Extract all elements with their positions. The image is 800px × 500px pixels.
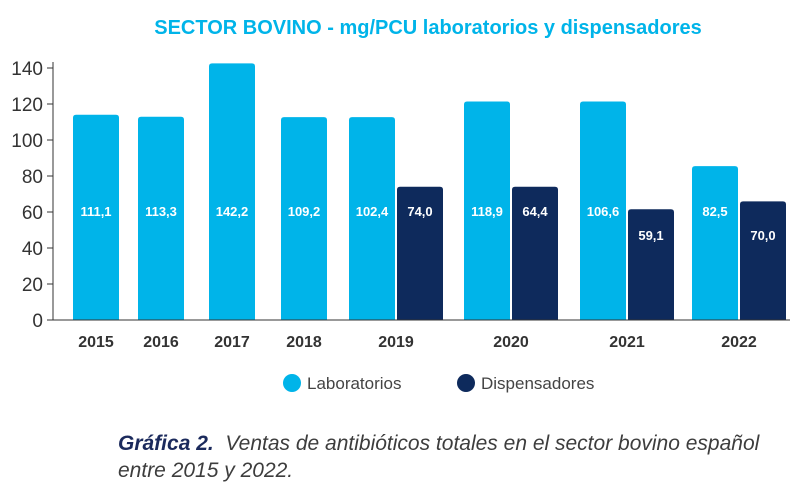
y-tick-label: 120 — [11, 95, 43, 116]
bar-laboratorios-2015 — [73, 114, 119, 320]
bar-laboratorios-2021 — [580, 101, 626, 320]
bar-laboratorios-2017 — [209, 63, 255, 320]
bar-dispensadores-2020 — [512, 186, 558, 320]
y-axis: 0 20 40 60 80 100 120 140 — [11, 59, 54, 332]
bar-value-label: 142,2 — [216, 204, 249, 219]
x-tick-label: 2020 — [493, 334, 529, 351]
x-axis: 2015 2016 2017 2018 2019 2020 2021 2022 — [53, 319, 790, 351]
y-tick-label: 100 — [11, 131, 43, 152]
legend-label: Dispensadores — [481, 374, 594, 393]
bar-dispensadores-2021 — [628, 209, 674, 320]
x-tick-label: 2018 — [286, 334, 322, 351]
y-tick-label: 140 — [11, 59, 43, 80]
bar-value-label: 74,0 — [407, 204, 432, 219]
bar-laboratorios-2018 — [281, 117, 327, 320]
bar-labels-group: 111,1 113,3 142,2 109,2 102,4 74,0 118,9 64,4 10… — [80, 204, 775, 243]
bar-value-label: 59,1 — [638, 228, 663, 243]
bar-value-label: 70,0 — [750, 228, 775, 243]
bar-value-label: 64,4 — [522, 204, 548, 219]
y-tick-label: 20 — [22, 275, 43, 296]
y-tick-label: 80 — [22, 167, 43, 188]
legend-marker-dispensadores — [457, 374, 475, 392]
bar-dispensadores-2022 — [740, 201, 786, 320]
x-tick-label: 2015 — [78, 334, 114, 351]
x-tick-label: 2019 — [378, 334, 414, 351]
x-tick-label: 2017 — [214, 334, 250, 351]
bar-value-label: 118,9 — [471, 204, 503, 219]
x-tick-label: 2016 — [143, 334, 179, 351]
bar-dispensadores-2019 — [397, 186, 443, 320]
caption-text: Ventas de antibióticos totales en el sec… — [118, 432, 760, 482]
bars-group — [73, 63, 786, 320]
bar-value-label: 102,4 — [356, 204, 389, 219]
bar-value-label: 82,5 — [702, 204, 727, 219]
bar-value-label: 113,3 — [145, 204, 177, 219]
figure-caption: Gráfica 2. Ventas de antibióticos totale… — [118, 430, 778, 484]
bar-value-label: 111,1 — [80, 204, 111, 219]
bar-value-label: 109,2 — [288, 204, 321, 219]
bar-laboratorios-2022 — [692, 166, 738, 320]
legend-marker-laboratorios — [283, 374, 301, 392]
bar-laboratorios-2016 — [138, 116, 184, 320]
bar-laboratorios-2019 — [349, 117, 395, 320]
legend: Laboratorios Dispensadores — [283, 374, 594, 393]
caption-label: Gráfica 2. — [118, 432, 214, 455]
chart-title: SECTOR BOVINO - mg/PCU laboratorios y di… — [154, 17, 702, 39]
x-tick-label: 2022 — [721, 334, 757, 351]
y-tick-label: 40 — [22, 239, 43, 260]
legend-label: Laboratorios — [307, 374, 402, 393]
y-tick-label: 60 — [22, 203, 43, 224]
y-tick-label: 0 — [32, 311, 43, 332]
x-tick-label: 2021 — [609, 334, 645, 351]
bar-value-label: 106,6 — [587, 204, 620, 219]
bar-laboratorios-2020 — [464, 101, 510, 320]
